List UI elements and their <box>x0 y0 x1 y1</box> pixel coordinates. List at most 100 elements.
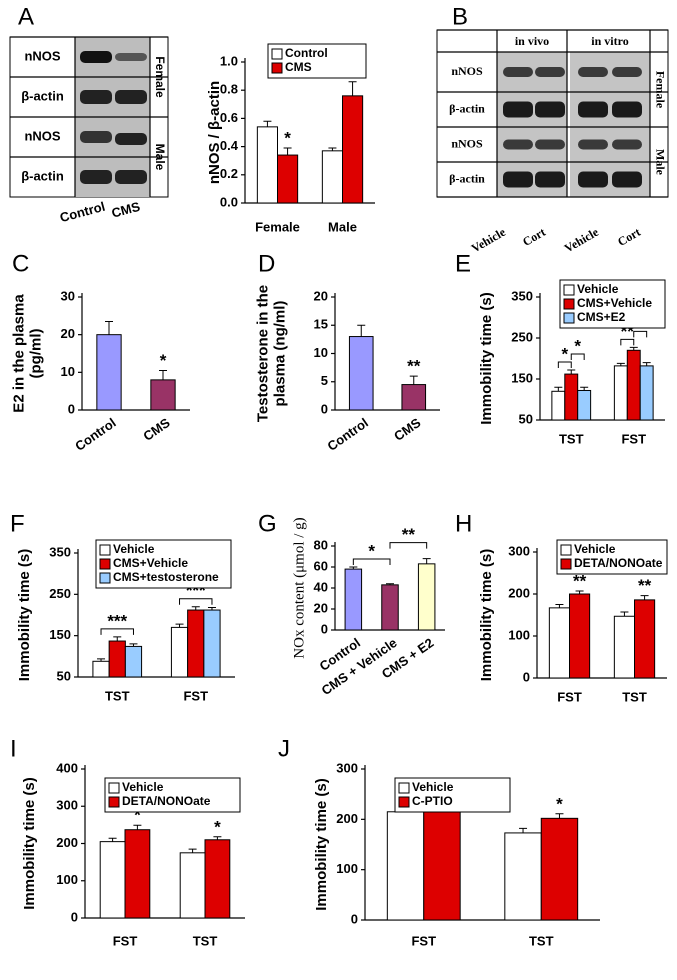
error-bar <box>629 346 638 351</box>
x-tick-label: CMS <box>391 415 424 444</box>
significance-label: ** <box>573 572 587 591</box>
y-tick-label: 250 <box>49 586 71 601</box>
y-axis-title: nNOS / β-actin <box>206 81 223 184</box>
bar <box>548 607 570 679</box>
y-tick-label: 200 <box>336 811 358 826</box>
y-tick-label: 0 <box>71 909 78 924</box>
y-axis-title: Testosterone in the <box>254 285 271 422</box>
panel-letter: C <box>12 250 29 277</box>
panel-letter: A <box>18 3 34 30</box>
y-tick-label: 80 <box>314 537 328 552</box>
error-bar <box>133 824 142 830</box>
legend-swatch <box>99 558 111 570</box>
blot-sex-label: Male <box>653 149 667 176</box>
significance-label: ** <box>407 357 421 376</box>
blot-band <box>612 101 642 118</box>
y-axis-title: plasma (ng/ml) <box>271 301 288 407</box>
legend-swatch <box>563 312 575 324</box>
y-axis-title: Immobility time (s) <box>478 549 495 682</box>
bar <box>277 154 299 204</box>
y-tick-label: 50 <box>57 668 71 683</box>
error-bar <box>386 583 394 585</box>
bar <box>551 390 566 421</box>
y-tick-label: 10 <box>61 364 75 379</box>
bar <box>170 626 189 678</box>
legend-label: Vehicle <box>122 780 164 794</box>
error-bar <box>129 643 138 647</box>
legend-label: CMS+Vehicle <box>577 296 652 310</box>
blot-lane-label: Cort <box>615 225 643 249</box>
y-tick-label: 10 <box>314 345 328 360</box>
y-tick-label: 15 <box>314 317 328 332</box>
blot-band <box>578 101 608 118</box>
bar <box>348 336 374 411</box>
y-tick-label: 20 <box>314 288 328 303</box>
bar <box>179 852 206 919</box>
bar <box>540 817 579 921</box>
legend-swatch <box>398 796 410 808</box>
legend-swatch <box>560 558 572 570</box>
legend-label: Vehicle <box>113 542 155 556</box>
blot-group-label: in vitro <box>591 34 628 48</box>
blot-row-label: nNOS <box>451 64 483 78</box>
legend-swatch <box>99 572 111 584</box>
error-bar <box>555 813 564 819</box>
blot-band <box>115 90 147 104</box>
y-tick-label: 20 <box>61 326 75 341</box>
error-bar <box>207 607 216 611</box>
x-tick-label: FST <box>557 689 582 704</box>
y-tick-label: 30 <box>61 288 75 303</box>
bar <box>187 609 205 678</box>
bar <box>108 640 126 678</box>
error-bar <box>159 369 167 380</box>
blot-band <box>80 51 112 63</box>
y-axis-title: Immobility time (s) <box>16 549 33 682</box>
error-bar <box>575 590 584 594</box>
y-tick-label: 150 <box>49 627 71 642</box>
panel-letter: J <box>278 735 290 762</box>
error-bar <box>567 369 576 375</box>
legend-box <box>95 539 232 589</box>
legend-box <box>104 777 241 813</box>
error-bar <box>640 595 649 600</box>
y-tick-label: 350 <box>49 544 71 559</box>
blot-band <box>115 53 147 61</box>
y-tick-label: 0.0 <box>220 194 238 209</box>
legend-swatch <box>99 544 111 556</box>
y-tick-label: 0.2 <box>220 166 238 181</box>
legend-swatch <box>271 48 283 60</box>
error-bar <box>175 623 184 628</box>
bar <box>613 615 635 679</box>
error-bar <box>263 120 272 127</box>
bar <box>613 365 628 421</box>
panel-letter: H <box>455 510 472 537</box>
x-tick-label: FST <box>113 933 138 948</box>
y-tick-label: 0 <box>68 401 75 416</box>
bar <box>386 811 425 921</box>
y-axis-title: Immobility time (s) <box>313 778 330 911</box>
legend-swatch <box>563 298 575 310</box>
blot-band <box>503 171 533 188</box>
significance-bracket <box>633 330 648 338</box>
blot-band <box>503 67 533 77</box>
bar <box>342 95 364 204</box>
significance-label: * <box>574 336 581 355</box>
panel-letter: D <box>258 250 275 277</box>
y-tick-label: 300 <box>508 543 530 558</box>
error-bar <box>555 604 564 608</box>
x-tick-label: FST <box>183 688 208 703</box>
blot-row-label: nNOS <box>451 136 483 150</box>
significance-bracket <box>389 542 428 549</box>
x-tick-label: FST <box>411 933 436 948</box>
y-tick-label: 0 <box>321 401 328 416</box>
blot-band <box>612 67 642 77</box>
x-tick-label: Male <box>328 219 357 234</box>
blot-band <box>115 133 147 145</box>
significance-label: * <box>368 541 375 560</box>
legend-label: DETA/NONOate <box>122 794 211 808</box>
significance-bracket <box>179 598 213 605</box>
blot-lane-label: Vehicle <box>562 225 602 256</box>
x-tick-label: Female <box>255 219 300 234</box>
legend-label: DETA/NONOate <box>574 556 663 570</box>
bar <box>344 568 363 631</box>
